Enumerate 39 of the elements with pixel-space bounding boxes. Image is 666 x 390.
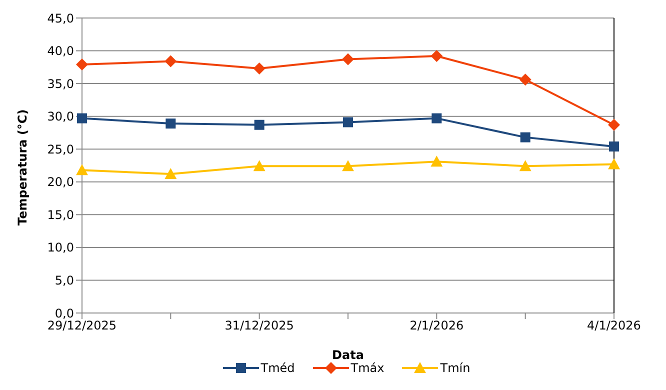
legend-label: Tméd <box>260 361 295 375</box>
point <box>164 55 177 68</box>
point <box>609 141 619 152</box>
y-axis-title: Temperatura (°C) <box>15 109 30 226</box>
point <box>342 53 354 66</box>
point <box>253 160 266 172</box>
point <box>76 164 88 176</box>
point <box>608 158 620 170</box>
point <box>254 120 264 130</box>
point <box>519 74 532 86</box>
point <box>430 50 443 62</box>
y-tick-label: 5,0 <box>54 273 74 288</box>
point <box>342 160 354 172</box>
point <box>166 118 176 129</box>
y-tick-label: 20,0 <box>47 175 74 190</box>
y-tick-label: 30,0 <box>47 110 74 124</box>
point <box>76 58 88 71</box>
y-tick-label: 10,0 <box>47 240 74 255</box>
x-tick-label: 4/1/2026 <box>587 318 641 333</box>
y-tick-label: 45,0 <box>47 11 74 26</box>
y-tick-label: 25,0 <box>47 142 74 156</box>
x-tick-label: 29/12/2025 <box>47 318 117 333</box>
point <box>520 132 530 142</box>
point <box>519 160 532 172</box>
y-tick-label: 0,0 <box>54 306 74 320</box>
point <box>164 168 177 180</box>
y-tick-label: 15,0 <box>47 208 74 222</box>
y-tick-label: 40,0 <box>47 44 74 58</box>
point <box>253 62 266 74</box>
x-tick-label: 2/1/2026 <box>410 318 464 333</box>
point <box>608 118 620 131</box>
x-tick-label: 31/12/2025 <box>224 318 294 333</box>
point <box>430 156 443 167</box>
legend-label: Tmáx <box>350 361 384 375</box>
y-tick-label: 35,0 <box>47 76 74 91</box>
legend-label: Tmín <box>440 361 470 375</box>
x-axis-title: Data <box>332 348 364 362</box>
point <box>432 113 442 124</box>
point <box>343 117 353 128</box>
